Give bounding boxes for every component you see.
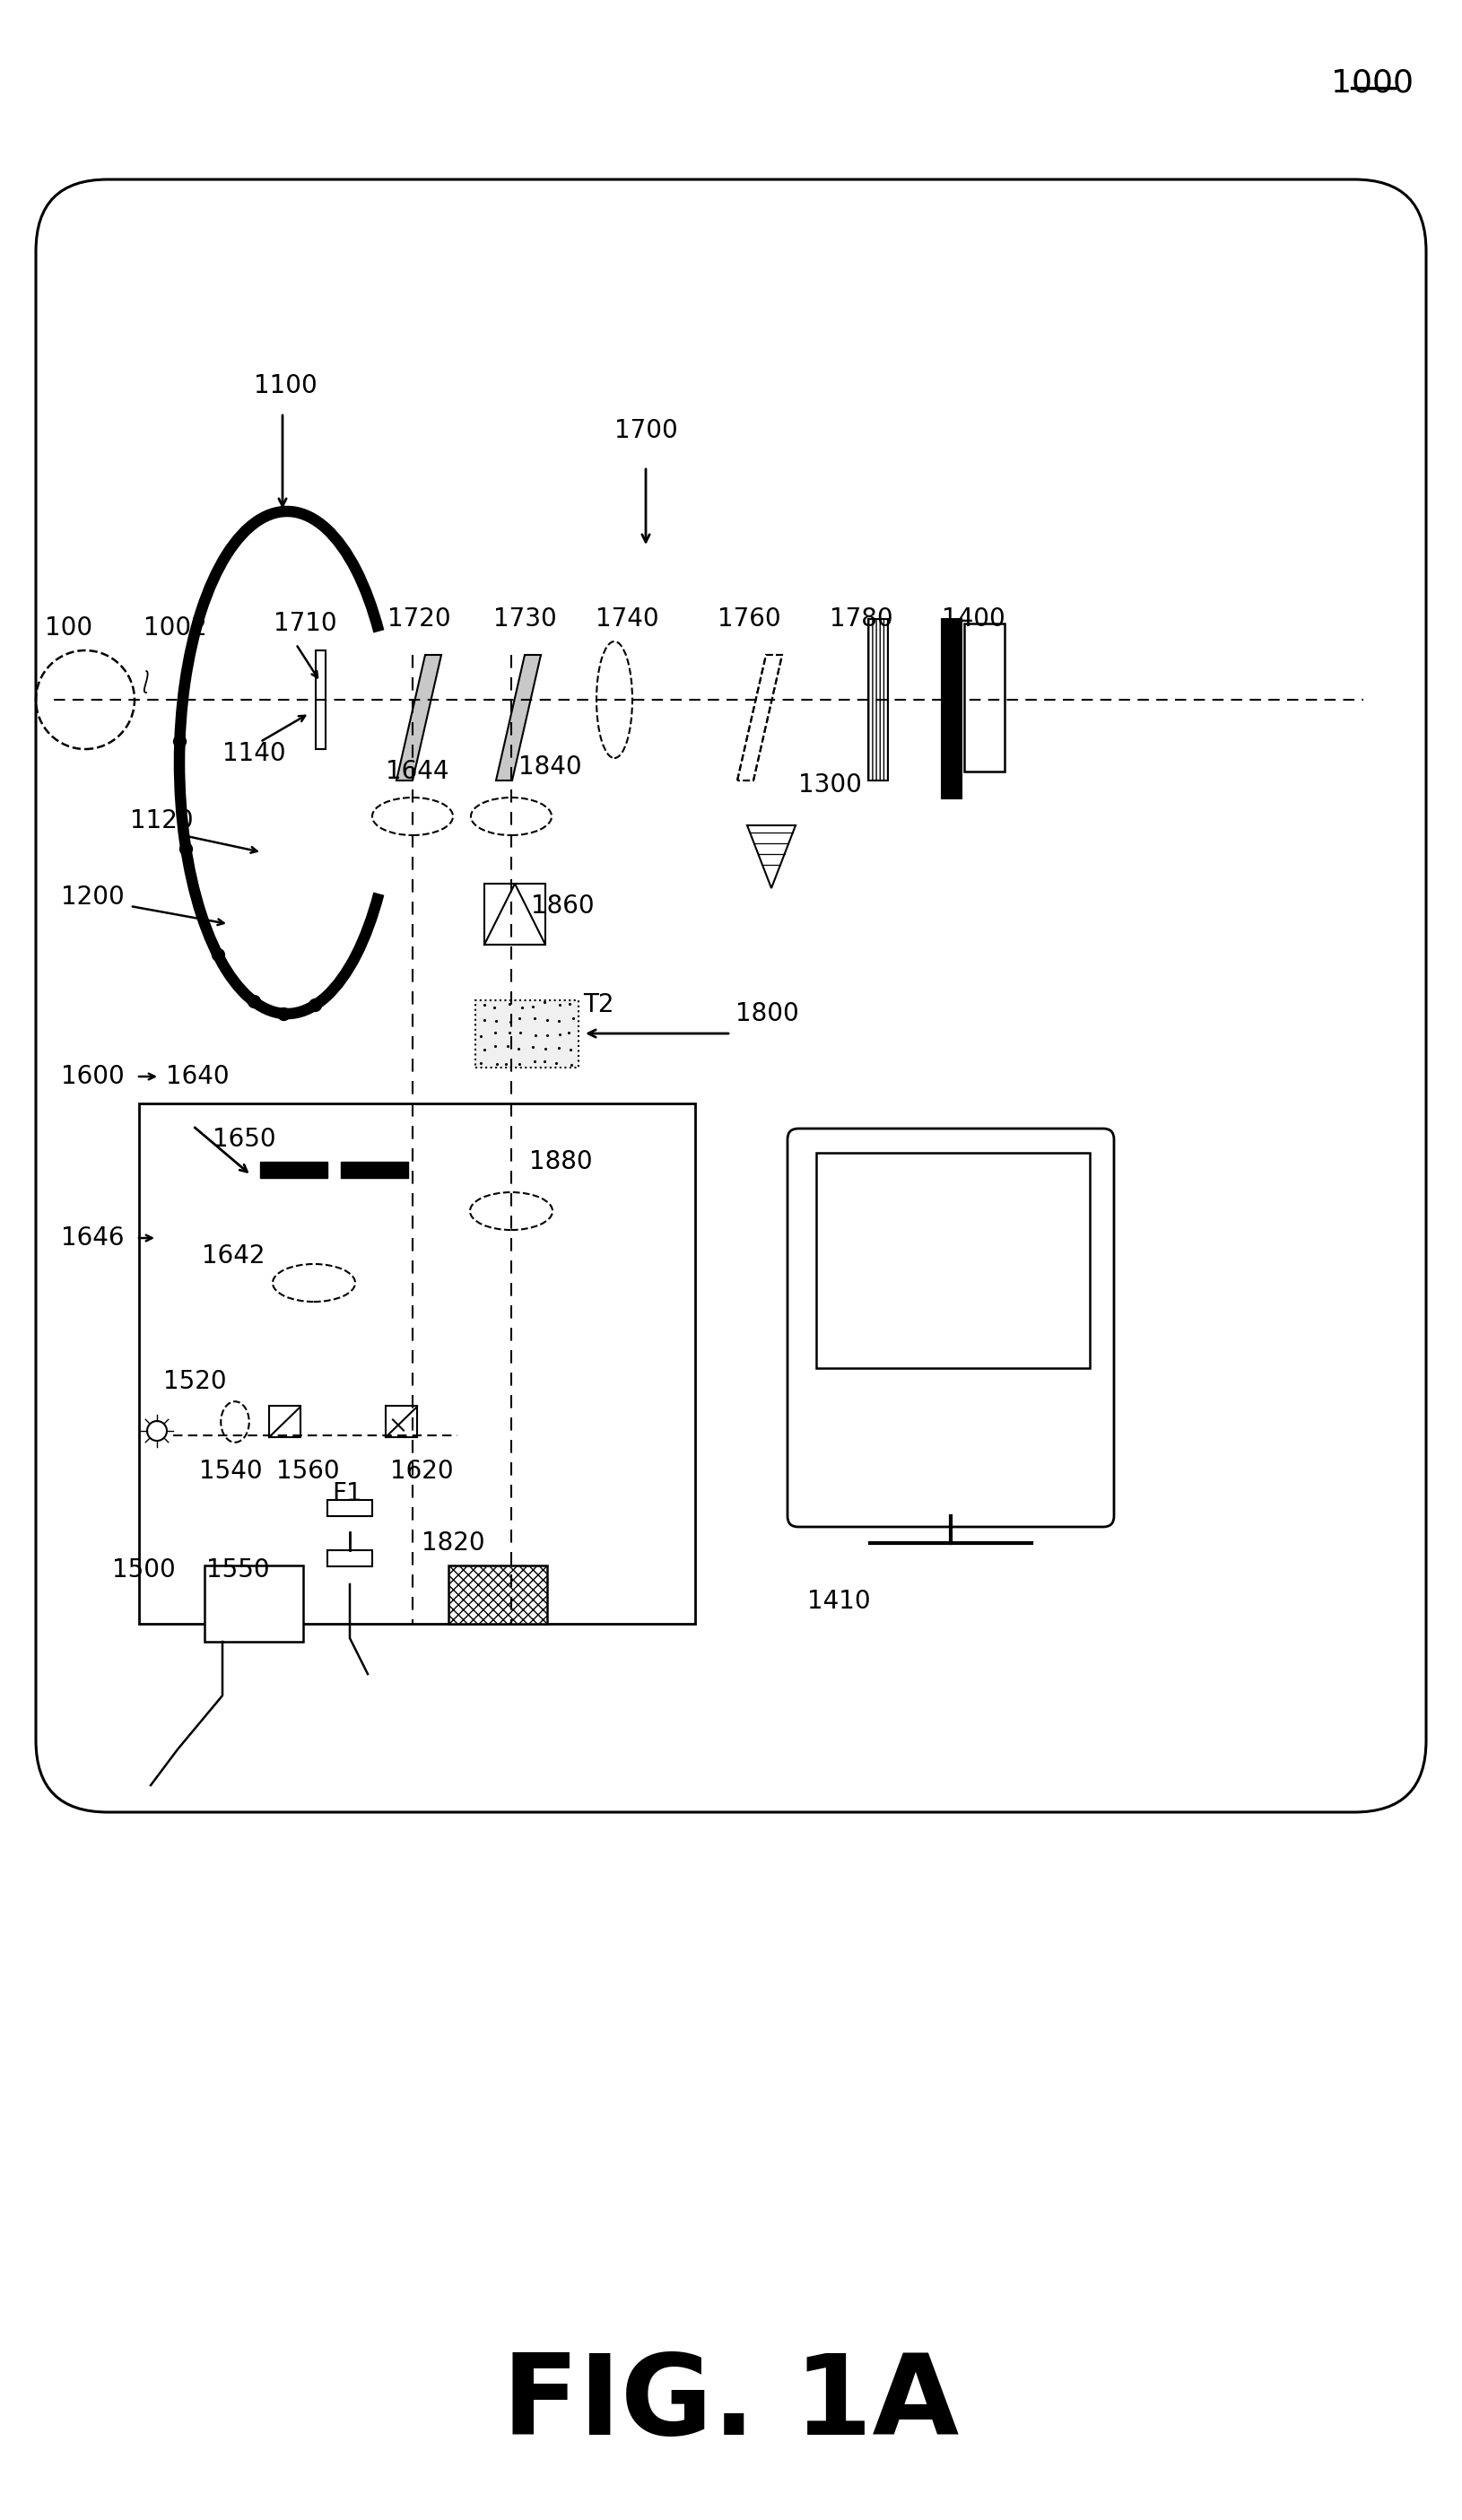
Text: 1710: 1710: [273, 610, 336, 635]
Bar: [341, 1162, 408, 1177]
Polygon shape: [747, 827, 795, 887]
Text: 1540: 1540: [199, 1459, 263, 1484]
Text: 1730: 1730: [493, 607, 557, 633]
Text: 1642: 1642: [202, 1242, 265, 1268]
Text: 1840: 1840: [519, 753, 582, 779]
Bar: [868, 620, 887, 781]
Text: 1520: 1520: [164, 1368, 227, 1394]
Text: 1740: 1740: [595, 607, 659, 633]
Bar: [449, 1565, 547, 1623]
Text: 1500: 1500: [113, 1557, 175, 1583]
Text: 1760: 1760: [718, 607, 781, 633]
Text: 1644: 1644: [386, 759, 449, 784]
Text: 1600: 1600: [61, 1063, 124, 1089]
Text: 1100: 1100: [254, 373, 317, 398]
Bar: [942, 620, 962, 799]
Bar: [386, 1406, 417, 1436]
Polygon shape: [496, 655, 541, 781]
Text: 1550: 1550: [206, 1557, 269, 1583]
Text: FIG. 1A: FIG. 1A: [503, 2351, 959, 2460]
FancyBboxPatch shape: [788, 1129, 1114, 1527]
Bar: [484, 885, 545, 945]
Text: 1800: 1800: [735, 1000, 798, 1026]
Text: 1000: 1000: [1330, 68, 1414, 98]
Text: 1140: 1140: [222, 741, 285, 766]
Text: 1700: 1700: [614, 418, 677, 444]
Text: 1646: 1646: [61, 1225, 124, 1250]
Text: 1120: 1120: [130, 809, 193, 834]
Text: 1880: 1880: [529, 1149, 592, 1174]
Bar: [139, 1104, 694, 1623]
Polygon shape: [396, 655, 442, 781]
Text: T2: T2: [583, 993, 614, 1018]
Bar: [816, 1152, 1089, 1368]
Text: 1200: 1200: [61, 885, 124, 910]
Text: 1650: 1650: [212, 1126, 276, 1152]
Text: 1720: 1720: [387, 607, 450, 633]
Text: 1640: 1640: [165, 1063, 230, 1089]
Bar: [965, 622, 1004, 771]
Text: 1400: 1400: [942, 607, 1006, 633]
Text: 1820: 1820: [421, 1530, 485, 1555]
Bar: [269, 1406, 301, 1436]
Text: 1780: 1780: [829, 607, 893, 633]
Text: 100: 100: [45, 615, 92, 640]
Text: 1560: 1560: [276, 1459, 339, 1484]
Text: 1300: 1300: [798, 774, 861, 796]
Text: 1620: 1620: [390, 1459, 453, 1484]
Bar: [316, 650, 326, 748]
Bar: [327, 1499, 373, 1517]
Text: 1002: 1002: [143, 615, 208, 640]
Text: 1860: 1860: [531, 895, 595, 920]
Bar: [475, 1000, 579, 1068]
Bar: [205, 1565, 303, 1641]
Text: 1410: 1410: [807, 1588, 870, 1613]
Text: F1: F1: [332, 1482, 363, 1507]
Bar: [260, 1162, 327, 1177]
Bar: [327, 1550, 373, 1567]
